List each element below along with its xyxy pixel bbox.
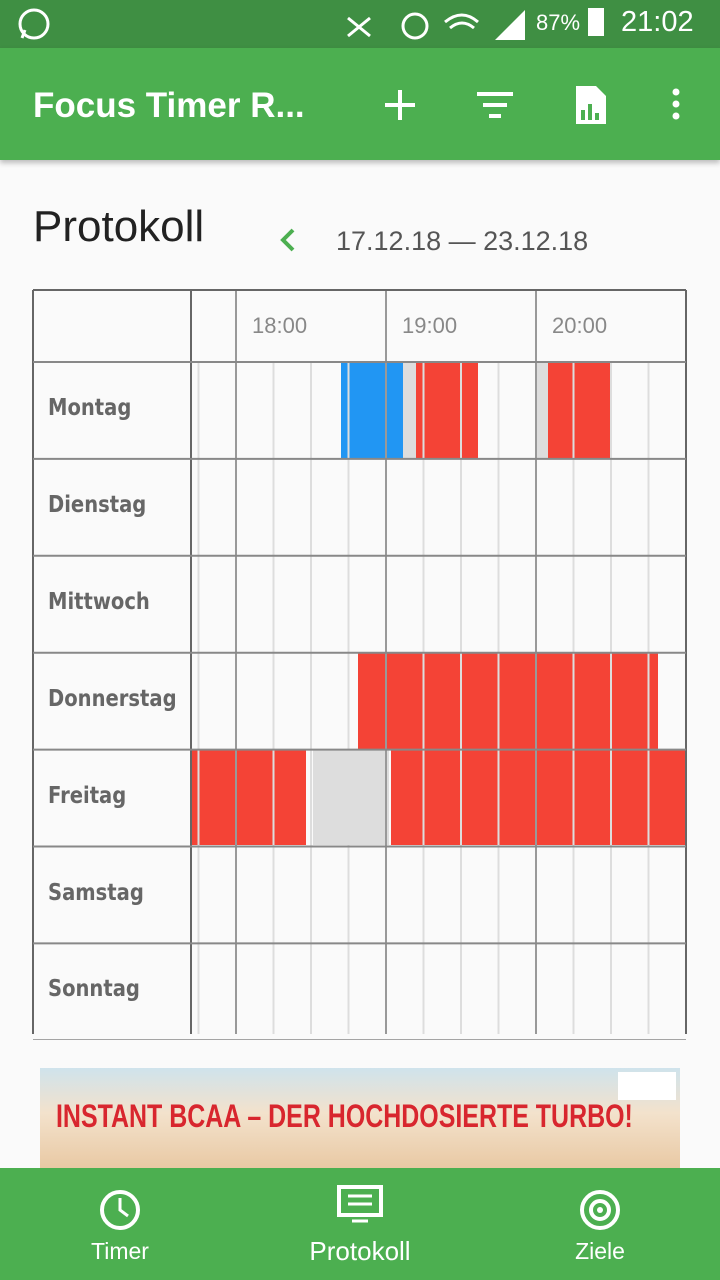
day-label: Sonntag <box>48 976 140 1003</box>
battery-icon <box>588 8 604 36</box>
whatsapp-icon <box>18 8 50 40</box>
day-label: Dienstag <box>48 491 147 518</box>
time-label: 18:00 <box>252 313 308 338</box>
ziele-icon[interactable] <box>578 1188 622 1232</box>
nav-ziele[interactable]: Ziele <box>575 1238 625 1264</box>
prev-week[interactable] <box>278 228 298 254</box>
bottom-nav: Timer Protokoll Ziele <box>0 1168 720 1280</box>
status-bar: 87% 21:02 <box>0 0 720 48</box>
ad-banner[interactable]: INSTANT BCAA – DER HOCHDOSIERTE TURBO! <box>40 1068 680 1168</box>
app-bar: Focus Timer R... <box>0 48 720 160</box>
ad-text: INSTANT BCAA – DER HOCHDOSIERTE TURBO! <box>56 1098 633 1134</box>
day-label: Montag <box>48 395 132 421</box>
app-title: Focus Timer R... <box>33 86 305 125</box>
clock: 21:02 <box>621 6 694 38</box>
battery-percent: 87% <box>536 10 581 35</box>
day-label: Freitag <box>48 782 127 809</box>
time-label: 19:00 <box>402 313 458 338</box>
time-label: 20:00 <box>552 313 608 338</box>
day-label: Mittwoch <box>48 588 150 615</box>
day-label: Donnerstag <box>48 685 177 712</box>
heading: Protokoll <box>33 202 205 251</box>
status-icons <box>347 10 525 40</box>
protokoll-icon[interactable] <box>336 1184 384 1224</box>
ad-close[interactable] <box>618 1072 676 1100</box>
nav-timer[interactable]: Timer <box>91 1238 149 1264</box>
app-actions[interactable] <box>380 86 690 126</box>
nav-protokoll[interactable]: Protokoll <box>309 1236 411 1266</box>
timeline-grid <box>32 289 687 1040</box>
timer-icon[interactable] <box>98 1188 142 1232</box>
day-label: Samstag <box>48 879 144 906</box>
date-range: 17.12.18 — 23.12.18 <box>336 226 589 256</box>
